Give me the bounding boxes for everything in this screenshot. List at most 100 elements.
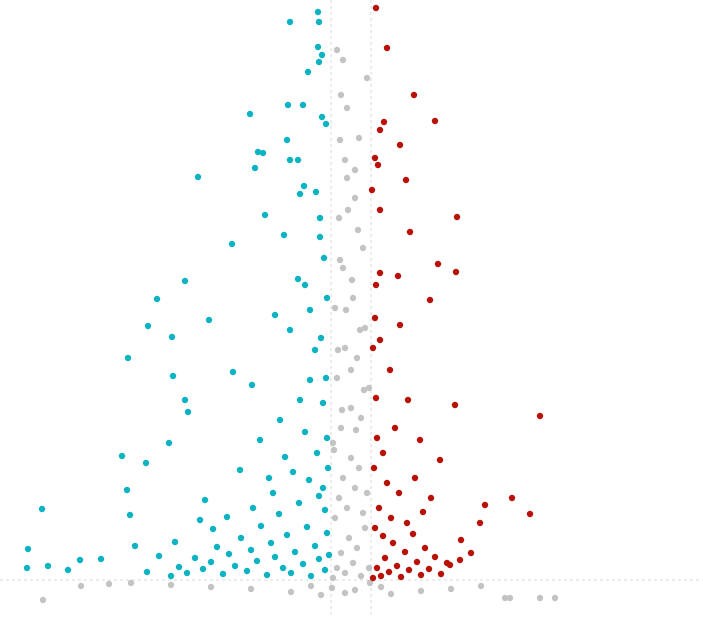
point [269,489,277,497]
point [341,156,349,164]
point [368,186,376,194]
point [320,254,328,262]
point [389,539,397,547]
point [351,484,359,492]
point [393,562,401,570]
point [328,584,336,592]
point [265,474,273,482]
point [386,366,394,374]
point [405,566,413,574]
point [76,556,84,564]
point [324,464,332,472]
point [452,268,460,276]
point [276,416,284,424]
point [434,260,442,268]
point [427,494,435,502]
point [372,394,380,402]
point [447,585,455,593]
point [501,594,509,602]
point [153,295,161,303]
point [410,91,418,99]
point [296,396,304,404]
point [118,452,126,460]
point [38,505,46,513]
point [228,240,236,248]
points [23,4,559,604]
point [168,333,176,341]
point [391,424,399,432]
point [287,569,295,577]
point [349,559,357,567]
point [316,214,324,222]
point [286,18,294,26]
point [409,530,417,538]
point [318,51,326,59]
point [345,534,353,542]
point [337,549,345,557]
point [254,148,262,156]
point [417,587,425,595]
point [431,553,439,561]
point [341,569,349,577]
point [536,412,544,420]
point [219,570,227,578]
point [385,568,393,576]
point [351,586,359,594]
point [337,91,345,99]
point [105,580,113,588]
point [335,494,343,502]
point [349,294,357,302]
point [373,434,381,442]
point [351,194,359,202]
point [316,233,324,241]
point [383,479,391,487]
point [143,568,151,576]
point [303,523,311,531]
point [401,548,409,556]
point [229,368,237,376]
point [426,296,434,304]
point [181,396,189,404]
point [97,555,105,563]
point [271,311,279,319]
point [236,466,244,474]
point [165,439,173,447]
point [383,44,391,52]
point [377,583,385,591]
point [300,182,308,190]
point [343,504,351,512]
point [356,326,364,334]
point [294,156,302,164]
point [281,453,289,461]
point [551,594,559,602]
point [353,354,361,362]
point [323,294,331,302]
point [333,46,341,54]
point [306,306,314,314]
point [337,424,345,432]
point [536,594,544,602]
point [377,572,385,580]
point [338,406,346,414]
point [419,508,427,516]
point [431,117,439,125]
point [127,579,135,587]
point [295,499,303,507]
point [207,558,215,566]
point [397,573,405,581]
point [246,110,254,118]
point [365,384,373,392]
point [341,344,349,352]
point [275,510,283,518]
point [372,4,380,12]
point [361,324,369,332]
point [131,542,139,550]
point [413,558,421,566]
point [526,510,534,518]
point [335,214,343,222]
point [247,546,255,554]
point [299,101,307,109]
point [379,532,387,540]
point [363,489,371,497]
point [169,372,177,380]
